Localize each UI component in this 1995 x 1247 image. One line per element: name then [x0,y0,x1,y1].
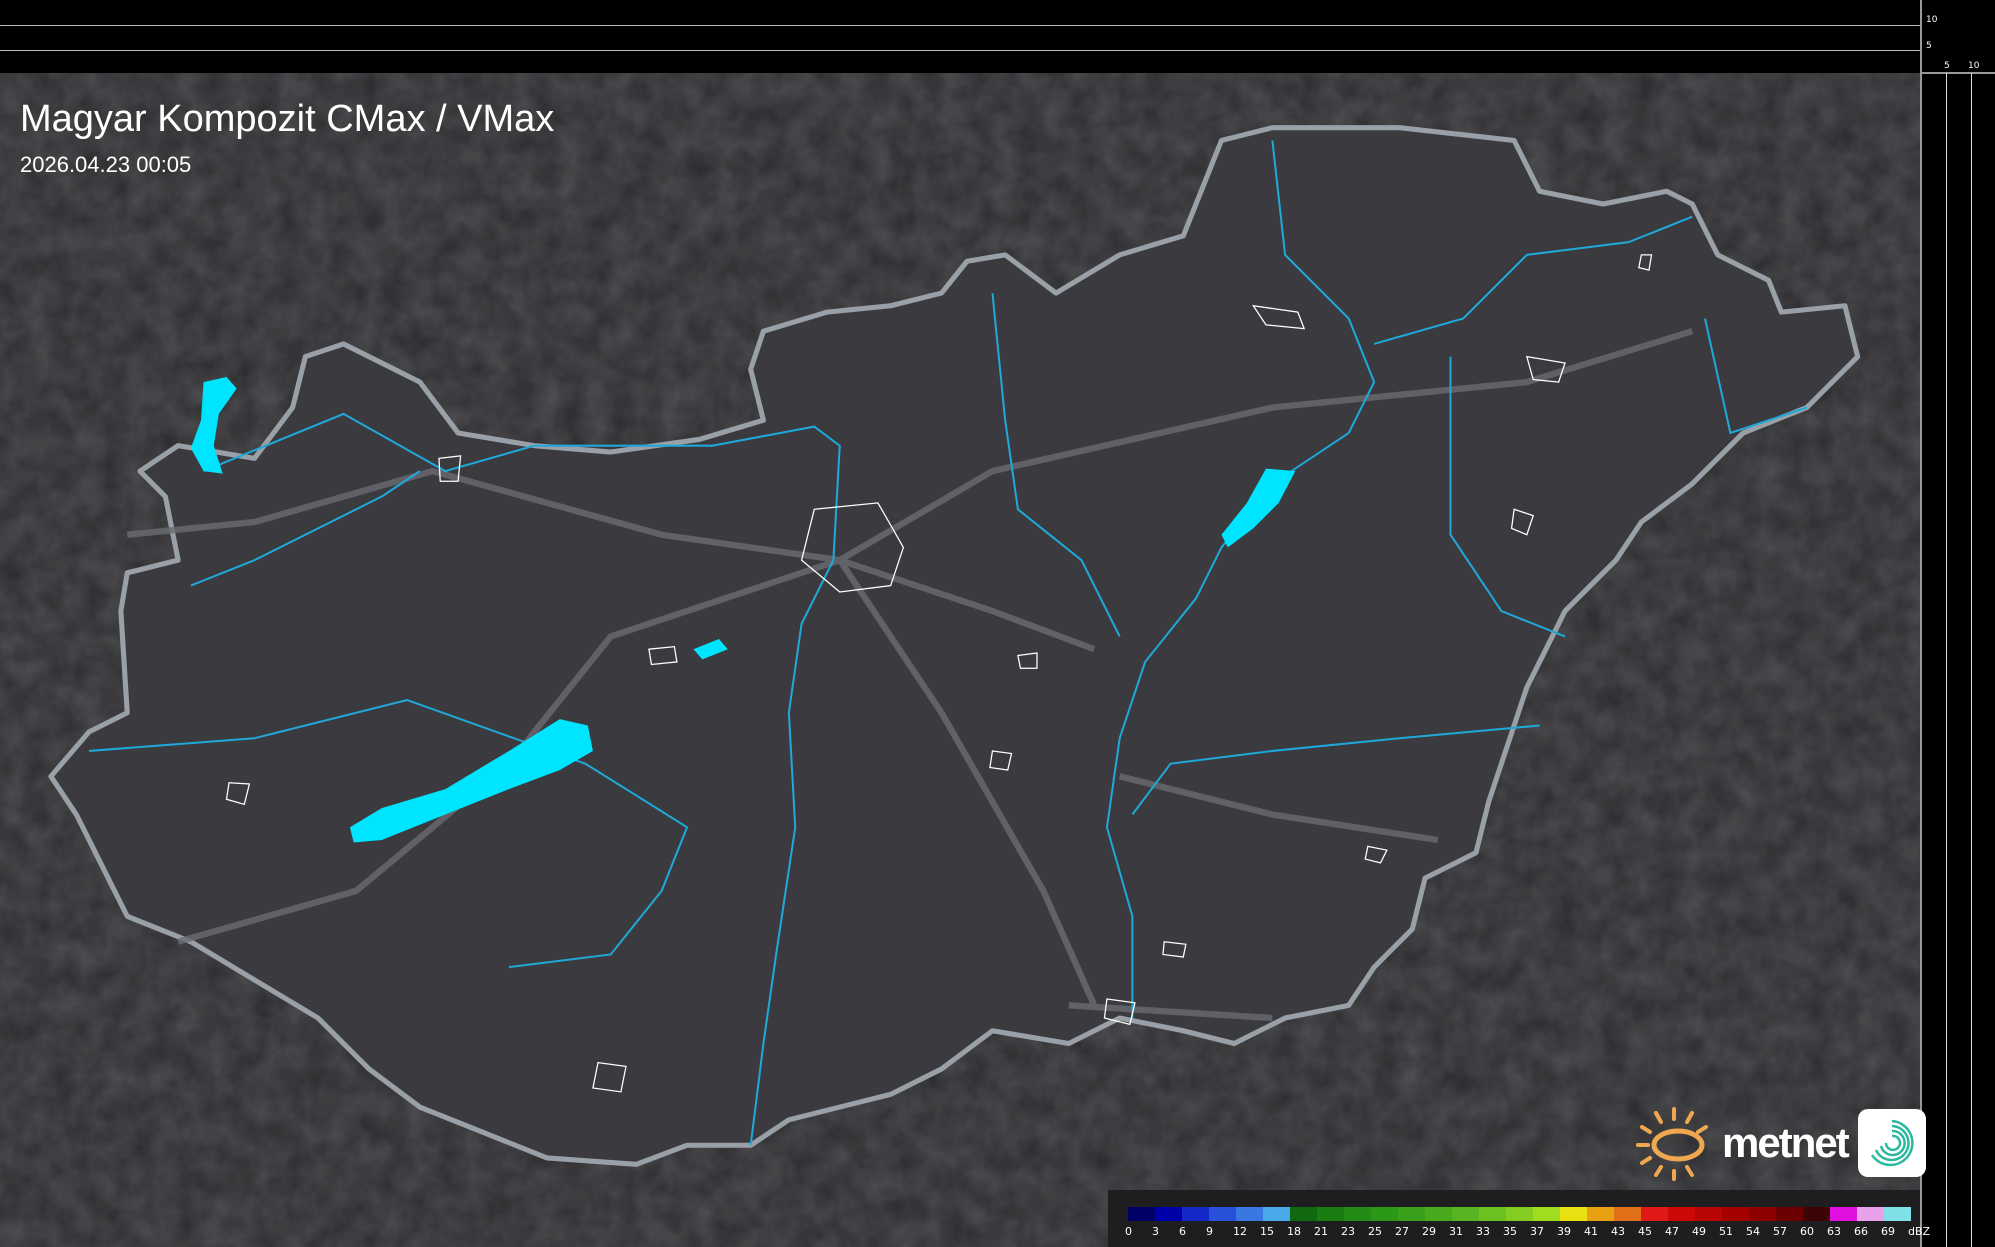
legend-label: 69 [1881,1225,1895,1238]
legend-swatch [1884,1207,1911,1221]
legend-label: 33 [1476,1225,1490,1238]
app-icon [1857,1109,1926,1177]
metnet-logo: metnet [1636,1105,1926,1181]
legend-swatch [1425,1207,1452,1221]
scale-separator [1920,72,1995,74]
legend-swatch [1263,1207,1290,1221]
legend-label: 25 [1368,1225,1382,1238]
legend-label: 35 [1503,1225,1517,1238]
legend-label: 45 [1638,1225,1652,1238]
settlements [225,254,1653,1093]
map-title: Magyar Kompozit CMax / VMax [20,98,555,140]
legend-swatch [1749,1207,1776,1221]
legend-label: 39 [1557,1225,1571,1238]
lake-neusiedl [190,376,237,474]
legend-label: 21 [1314,1225,1328,1238]
sun-icon [1636,1107,1708,1181]
legend-swatch [1317,1207,1344,1221]
legend-label: 15 [1260,1225,1274,1238]
tick-h-5: 5 [1944,61,1950,71]
legend-label: 9 [1206,1225,1213,1238]
legend-swatch [1290,1207,1317,1221]
legend-swatch [1398,1207,1425,1221]
legend-swatch [1506,1207,1533,1221]
legend-label: 41 [1584,1225,1598,1238]
legend-label: 54 [1746,1225,1760,1238]
legend-label: 51 [1719,1225,1733,1238]
lake-balaton [349,719,593,843]
legend-swatch [1722,1207,1749,1221]
legend-swatch [1641,1207,1668,1221]
scale-vline-5 [1946,73,1947,1247]
legend-swatch [1587,1207,1614,1221]
legend-labels: 0 3 6 9 12 15 18 21 23 25 27 29 31 33 35 37 39 41 43 45 47 49… [1125,1225,1938,1238]
tick-v-10: 10 [1926,15,1938,25]
legend-swatch [1344,1207,1371,1221]
legend-swatch [1857,1207,1884,1221]
legend-label: 57 [1773,1225,1787,1238]
dbz-legend: 0 3 6 9 12 15 18 21 23 25 27 29 31 33 35 37 39 41 43 45 47 49… [1108,1190,1930,1247]
legend-swatch [1371,1207,1398,1221]
scale-line-10 [0,25,1920,26]
hungary-country [48,125,1861,1167]
swirl-icon [1870,1119,1914,1167]
legend-swatch [1182,1207,1209,1221]
legend-unit: dBZ [1908,1225,1931,1238]
legend-swatch [1560,1207,1587,1221]
legend-label: 23 [1341,1225,1355,1238]
tick-v-5: 5 [1926,41,1932,51]
rivers [88,140,1808,1146]
legend-swatch [1479,1207,1506,1221]
right-scale-strip: 10 5 5 10 [1920,0,1995,1247]
logo-text: metnet [1722,1119,1850,1166]
legend-label: 12 [1233,1225,1247,1238]
map-timestamp: 2026.04.23 00:05 [20,152,192,177]
legend-swatch [1128,1207,1155,1221]
legend-label: 31 [1449,1225,1463,1238]
legend-swatch [1452,1207,1479,1221]
legend-label: 49 [1692,1225,1706,1238]
legend-label: 66 [1854,1225,1868,1238]
scale-vline-10 [1971,73,1972,1247]
legend-label: 60 [1800,1225,1814,1238]
legend-label: 3 [1152,1225,1159,1238]
legend-swatch [1776,1207,1803,1221]
legend-swatch [1209,1207,1236,1221]
legend-label: 6 [1179,1225,1186,1238]
legend-swatch [1614,1207,1641,1221]
scale-line-5 [0,50,1920,51]
legend-swatch [1533,1207,1560,1221]
legend-label: 29 [1422,1225,1436,1238]
legend-label: 37 [1530,1225,1544,1238]
legend-swatch [1236,1207,1263,1221]
legend-label: 27 [1395,1225,1409,1238]
radar-map[interactable] [0,73,1920,1247]
legend-swatch [1155,1207,1182,1221]
lake-velence [693,639,728,660]
tick-h-10: 10 [1968,61,1980,71]
legend-swatch [1668,1207,1695,1221]
legend-label: 47 [1665,1225,1679,1238]
legend-label: 63 [1827,1225,1841,1238]
top-scale-strip [0,0,1920,73]
legend-label: 0 [1125,1225,1132,1238]
legend-color-bar [1128,1207,1911,1221]
legend-swatch [1695,1207,1722,1221]
lakes [190,376,1296,843]
legend-label: 18 [1287,1225,1301,1238]
legend-swatch [1830,1207,1857,1221]
lake-tisza [1221,468,1296,548]
legend-swatch [1803,1207,1830,1221]
legend-label: 43 [1611,1225,1625,1238]
